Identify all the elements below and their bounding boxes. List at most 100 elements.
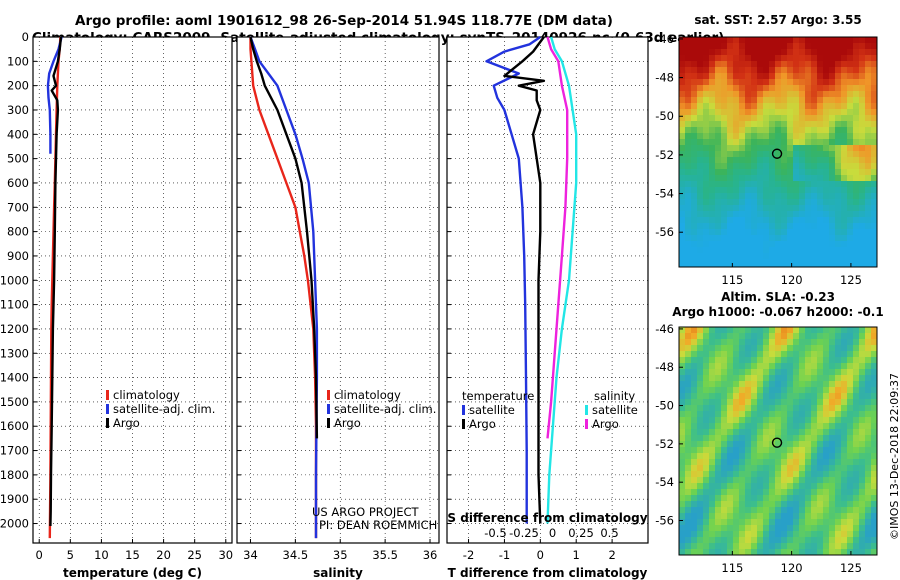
heatmap-cell: [739, 157, 745, 163]
heatmap-cell: [829, 79, 835, 85]
heatmap-cell: [847, 85, 853, 91]
heatmap-cell: [691, 495, 697, 501]
heatmap-cell: [715, 351, 721, 357]
heatmap-cell: [787, 489, 793, 495]
heatmap-cell: [817, 549, 823, 555]
heatmap-cell: [799, 495, 805, 501]
heatmap-cell: [769, 37, 775, 43]
heatmap-cell: [781, 423, 787, 429]
heatmap-cell: [847, 369, 853, 375]
heatmap-cell: [745, 151, 751, 157]
heatmap-cell: [787, 199, 793, 205]
heatmap-cell: [727, 145, 733, 151]
heatmap-cell: [739, 133, 745, 139]
heatmap-cell: [853, 405, 859, 411]
heatmap-cell: [751, 91, 757, 97]
heatmap-cell: [703, 537, 709, 543]
heatmap-cell: [775, 489, 781, 495]
heatmap-cell: [775, 37, 781, 43]
heatmap-cell: [787, 157, 793, 163]
heatmap-cell: [829, 393, 835, 399]
heatmap-cell: [709, 139, 715, 145]
heatmap-cell: [769, 127, 775, 133]
heatmap-cell: [865, 399, 871, 405]
heatmap-cell: [823, 339, 829, 345]
heatmap-cell: [763, 549, 769, 555]
heatmap-cell: [847, 91, 853, 97]
heatmap-cell: [763, 145, 769, 151]
heatmap-cell: [691, 151, 697, 157]
heatmap-cell: [811, 61, 817, 67]
heatmap-cell: [811, 217, 817, 223]
heatmap-cell: [769, 133, 775, 139]
heatmap-cell: [769, 453, 775, 459]
heatmap-cell: [745, 435, 751, 441]
heatmap-cell: [823, 157, 829, 163]
heatmap-cell: [841, 531, 847, 537]
heatmap-cell: [685, 55, 691, 61]
heatmap-cell: [817, 327, 823, 333]
heatmap-cell: [697, 393, 703, 399]
heatmap-cell: [745, 67, 751, 73]
heatmap-cell: [769, 549, 775, 555]
heatmap-cell: [733, 49, 739, 55]
heatmap-cell: [769, 145, 775, 151]
heatmap-cell: [679, 259, 685, 265]
heatmap-cell: [739, 519, 745, 525]
heatmap-cell: [709, 531, 715, 537]
heatmap-cell: [865, 61, 871, 67]
heatmap-cell: [703, 217, 709, 223]
heatmap-cell: [745, 531, 751, 537]
heatmap-cell: [847, 151, 853, 157]
heatmap-cell: [769, 393, 775, 399]
heatmap-cell: [817, 441, 823, 447]
heatmap-cell: [691, 163, 697, 169]
heatmap-cell: [751, 103, 757, 109]
heatmap-cell: [775, 501, 781, 507]
heatmap-cell: [709, 441, 715, 447]
heatmap-cell: [793, 513, 799, 519]
heatmap-cell: [847, 447, 853, 453]
heatmap-cell: [835, 519, 841, 525]
heatmap-cell: [763, 91, 769, 97]
heatmap-cell: [805, 49, 811, 55]
heatmap-cell: [691, 85, 697, 91]
heatmap-cell: [799, 193, 805, 199]
heatmap-cell: [697, 411, 703, 417]
heatmap-cell: [811, 253, 817, 259]
heatmap-cell: [727, 483, 733, 489]
heatmap-cell: [775, 109, 781, 115]
heatmap-cell: [835, 61, 841, 67]
heatmap-cell: [733, 55, 739, 61]
heatmap-cell: [745, 199, 751, 205]
heatmap-cell: [799, 345, 805, 351]
heatmap-cell: [703, 507, 709, 513]
heatmap-cell: [787, 363, 793, 369]
heatmap-cell: [823, 501, 829, 507]
heatmap-cell: [787, 79, 793, 85]
heatmap-cell: [745, 399, 751, 405]
heatmap-cell: [769, 73, 775, 79]
heatmap-cell: [811, 453, 817, 459]
heatmap-cell: [853, 169, 859, 175]
heatmap-cell: [745, 345, 751, 351]
heatmap-cell: [679, 91, 685, 97]
legend-swatch: [462, 405, 465, 415]
heatmap-cell: [859, 37, 865, 43]
heatmap-cell: [703, 115, 709, 121]
heatmap-cell: [853, 151, 859, 157]
heatmap-cell: [769, 115, 775, 121]
heatmap-cell: [787, 513, 793, 519]
heatmap-cell: [841, 73, 847, 79]
heatmap-cell: [763, 37, 769, 43]
heatmap-cell: [709, 351, 715, 357]
heatmap-cell: [769, 199, 775, 205]
heatmap-cell: [685, 253, 691, 259]
heatmap-cell: [751, 109, 757, 115]
heatmap-cell: [871, 61, 877, 67]
heatmap-cell: [691, 73, 697, 79]
heatmap-cell: [697, 345, 703, 351]
heatmap-cell: [847, 411, 853, 417]
heatmap-cell: [781, 169, 787, 175]
legend-group-title: salinity: [594, 389, 635, 403]
